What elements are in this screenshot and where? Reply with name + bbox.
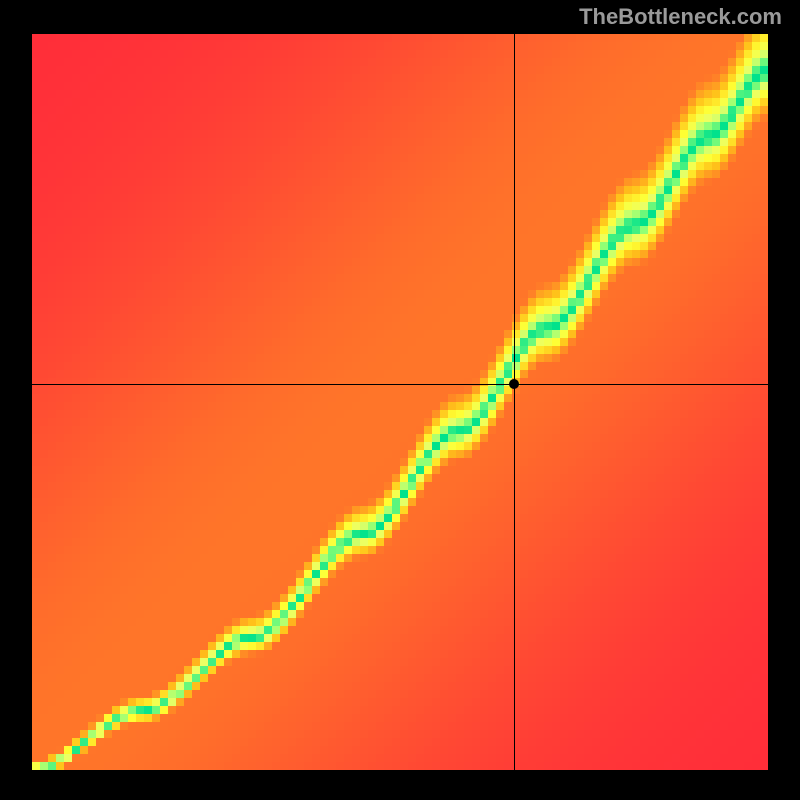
crosshair-marker[interactable] <box>509 379 519 389</box>
attribution-text: TheBottleneck.com <box>579 4 782 30</box>
crosshair-horizontal <box>32 384 768 385</box>
crosshair-vertical <box>514 34 515 770</box>
chart-frame: TheBottleneck.com <box>0 0 800 800</box>
heatmap-plot <box>32 34 768 770</box>
heatmap-canvas <box>32 34 768 770</box>
